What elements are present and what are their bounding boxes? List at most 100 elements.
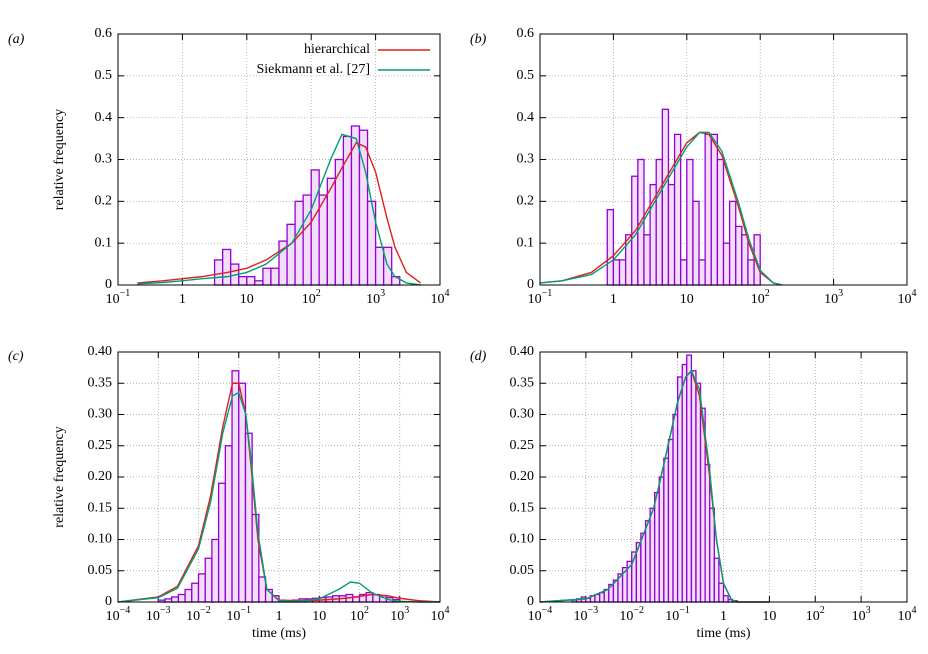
y-tick-label: 0.3 (517, 152, 535, 167)
y-tick-label: 0.30 (88, 407, 113, 422)
y-axis-label: relative frequency (52, 109, 67, 210)
tick-exponent: 4 (912, 288, 917, 299)
histogram-bar (640, 532, 647, 603)
histogram-bar (690, 370, 697, 603)
x-tick-label: 10 (762, 609, 776, 624)
tick-base: 10 (898, 609, 912, 624)
tick-base: 10 (431, 292, 445, 307)
histogram-bar (217, 482, 226, 603)
x-tick-label: 1 (720, 609, 727, 624)
histogram-bar (197, 573, 206, 603)
histogram-bar (710, 133, 719, 286)
histogram-bar (594, 593, 601, 603)
y-tick-label: 0.20 (88, 469, 113, 484)
histogram-bar (692, 200, 700, 286)
tick-base: 10 (824, 292, 838, 307)
y-tick-label: 0.2 (95, 194, 113, 209)
histogram-bar (612, 259, 621, 286)
histogram-bar (302, 194, 312, 286)
y-tick-label: 0 (105, 277, 112, 292)
y-tick-label: 0 (105, 594, 112, 609)
tick-exponent: 3 (866, 605, 871, 616)
tick-exponent: 4 (445, 288, 450, 299)
histogram-bar (655, 158, 663, 286)
x-tick-label: 10−1 (226, 605, 251, 624)
tick-exponent: −2 (200, 605, 211, 616)
histogram-bar (741, 234, 749, 286)
histogram-bar (618, 259, 627, 286)
tick-base: 10 (528, 292, 542, 307)
histogram-bar (713, 557, 720, 603)
y-tick-label: 0.20 (510, 469, 535, 484)
histogram-bar (681, 363, 688, 603)
histogram-bar (224, 445, 233, 603)
x-tick-label: 10−1 (106, 288, 131, 307)
x-tick-label: 104 (431, 288, 450, 307)
histogram-bar (718, 582, 725, 603)
histogram-bar (747, 259, 755, 286)
histogram-bar (254, 280, 264, 286)
histogram-bar (667, 438, 674, 603)
histogram-bar (211, 538, 220, 603)
tick-exponent: 3 (380, 288, 385, 299)
tick-base: 10 (619, 609, 633, 624)
x-tick-label: 103 (852, 605, 871, 624)
y-tick-label: 0.15 (510, 500, 535, 515)
histogram-bar (599, 591, 605, 603)
x-tick-label: 10−2 (186, 605, 211, 624)
y-tick-label: 0.10 (88, 532, 113, 547)
y-tick-label: 0.3 (95, 152, 113, 167)
x-tick-label: 104 (898, 288, 917, 307)
y-tick-label: 0.1 (517, 235, 535, 250)
histogram-bar (238, 275, 248, 286)
histogram-bar (709, 507, 715, 603)
y-tick-label: 0.5 (95, 68, 113, 83)
x-tick-label: 103 (390, 605, 409, 624)
histogram-bar (326, 177, 336, 286)
tick-exponent: 4 (912, 605, 917, 616)
tick-base: 0.40 (88, 344, 113, 359)
legend-label: Siekmann et al. [27] (256, 62, 370, 77)
histogram-bar (204, 557, 213, 603)
histogram-bar (654, 491, 660, 603)
histogram-bar (170, 596, 180, 603)
x-tick-label: 1 (610, 292, 617, 307)
x-tick-label: 103 (824, 288, 843, 307)
tick-exponent: 3 (404, 605, 409, 616)
y-tick-label: 0.40 (510, 344, 535, 359)
tick-base: 10 (146, 609, 160, 624)
histogram-bar (673, 133, 682, 286)
tick-base: 0.30 (88, 407, 113, 422)
tick-base: 10 (665, 609, 679, 624)
tick-base: 10 (106, 292, 120, 307)
tick-base: 10 (431, 609, 445, 624)
x-tick-label: 1 (179, 292, 186, 307)
tick-base: 10 (806, 609, 820, 624)
y-tick-label: 0.25 (88, 438, 113, 453)
tick-base: 10 (186, 609, 200, 624)
histogram-bar (644, 520, 651, 603)
tick-base: 0.10 (88, 532, 113, 547)
tick-base: 10 (350, 609, 364, 624)
plot-frame (117, 33, 441, 286)
x-tick-label: 10 (680, 292, 694, 307)
x-axis-label: time (ms) (252, 626, 306, 641)
x-tick-label: 10−2 (619, 605, 644, 624)
x-tick-label: 102 (350, 605, 369, 624)
histogram-bar (310, 169, 320, 286)
y-tick-label: 0 (527, 277, 534, 292)
histogram-bar (672, 413, 679, 603)
histogram-bar (728, 200, 737, 286)
fit-curve (137, 141, 422, 284)
y-tick-label: 0.35 (88, 375, 113, 390)
histogram-bar (704, 133, 712, 286)
histogram-bar (722, 242, 731, 286)
y-tick-label: 0.05 (510, 563, 535, 578)
tick-exponent: 2 (820, 605, 825, 616)
tick-exponent: 2 (316, 288, 321, 299)
plot-frame (539, 33, 908, 286)
histogram-bar (663, 457, 670, 603)
histogram-bar (177, 593, 186, 603)
tick-base: 0.20 (510, 469, 535, 484)
